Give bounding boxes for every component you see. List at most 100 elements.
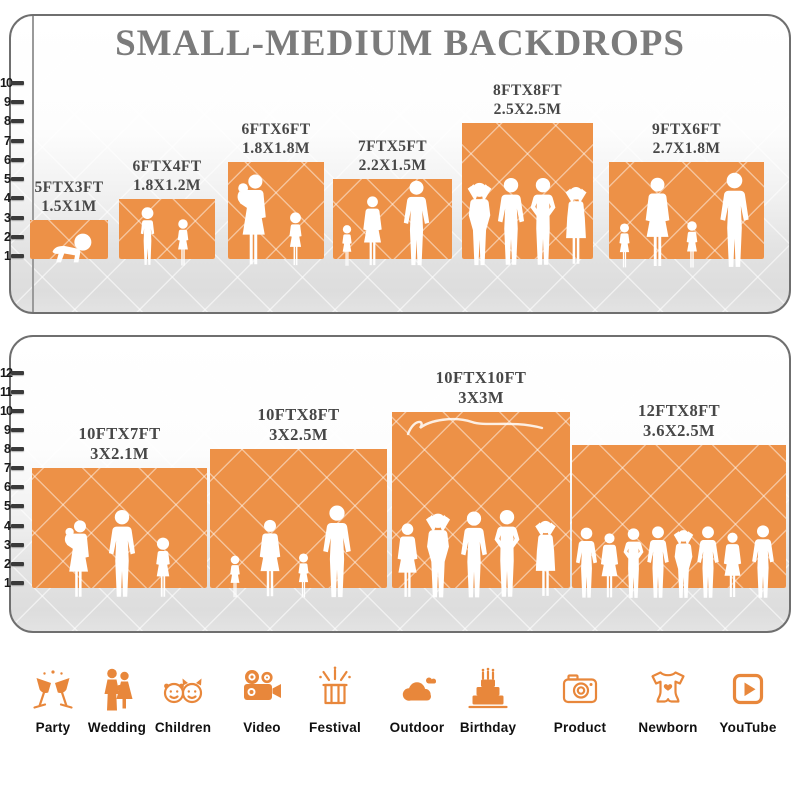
size-ft: 6FTX6FT xyxy=(241,121,311,138)
size-ft: 7FTX5FT xyxy=(357,138,428,155)
size-ft: 10FTX10FT xyxy=(435,368,527,387)
ruler-tick-row: 2 xyxy=(0,557,26,571)
ruler-number: 5 xyxy=(4,498,11,513)
silhouette-baby-crawling xyxy=(52,233,92,263)
ruler-tick xyxy=(11,100,24,104)
children-faces-icon xyxy=(163,678,203,704)
ruler-tick xyxy=(11,158,24,162)
category-party: Party xyxy=(8,666,98,735)
backdrop-size-label: 6FTX4FT 1.8X1.2M xyxy=(95,157,239,195)
ruler-tick xyxy=(11,139,24,143)
ruler-tick xyxy=(11,447,24,451)
backdrop-7ftx5ft: 7FTX5FT 2.2X1.5M xyxy=(333,138,452,266)
ruler-number: 8 xyxy=(4,441,11,456)
size-m: 1.5X1M xyxy=(41,198,97,215)
backdrop-canvas xyxy=(333,179,452,259)
ruler-axis-line xyxy=(32,16,34,312)
category-label: Product xyxy=(553,720,607,735)
ruler-tick-row: 1 xyxy=(0,249,26,263)
page-title: SMALL-MEDIUM BACKDROPS xyxy=(115,23,685,64)
video-camera-icon xyxy=(244,670,281,700)
script-flourish-decoration xyxy=(406,417,544,436)
backdrop-canvas xyxy=(119,199,215,259)
size-ft: 8FTX8FT xyxy=(492,82,563,99)
ruler-tick xyxy=(11,543,24,547)
backdrop-12ftx8ft: 12FTX8FT 3.6X2.5M xyxy=(572,401,786,598)
ruler-tick-row: 5 xyxy=(0,172,26,186)
category-newborn: Newborn xyxy=(623,666,713,735)
ruler-tick xyxy=(11,409,24,413)
ruler-tick xyxy=(11,196,24,200)
size-m: 2.2X1.5M xyxy=(358,157,427,174)
category-label: YouTube xyxy=(719,720,777,735)
ruler-tick-row: 10 xyxy=(0,404,26,418)
category-festival: Festival xyxy=(290,666,380,735)
category-label: Festival xyxy=(309,720,361,735)
size-m: 2.7X1.8M xyxy=(652,140,721,157)
ruler-number: 9 xyxy=(4,94,11,109)
ruler-tick-row: 4 xyxy=(0,191,26,205)
ruler-number: 8 xyxy=(4,113,11,128)
silhouette-four-adults xyxy=(467,177,587,266)
backdrop-size-label: 9FTX6FT 2.7X1.8M xyxy=(570,120,800,158)
party-glasses-icon xyxy=(33,670,73,709)
ruler-number: 7 xyxy=(4,133,11,148)
backdrop-size-label: 10FTX10FT 3X3M xyxy=(348,368,615,408)
ruler-tick xyxy=(11,485,24,489)
ruler-tick xyxy=(11,254,24,258)
ruler-tick xyxy=(11,581,24,585)
ruler-tick xyxy=(11,119,24,123)
size-ft: 10FTX8FT xyxy=(257,405,340,424)
size-ft: 9FTX6FT xyxy=(651,121,722,138)
backdrop-size-label: 7FTX5FT 2.2X1.5M xyxy=(303,137,482,175)
category-label: Party xyxy=(35,720,71,735)
backdrop-6ftx6ft: 6FTX6FT 1.8X1.8M xyxy=(228,121,324,266)
size-ft: 6FTX4FT xyxy=(132,158,202,175)
category-label: Outdoor xyxy=(389,720,445,735)
photo-camera-icon xyxy=(562,674,598,704)
ruler-tick xyxy=(11,371,24,375)
cloud-icon xyxy=(402,677,436,701)
ruler-tick-row: 3 xyxy=(0,211,26,225)
youtube-play-icon xyxy=(732,673,764,705)
silhouette-family-of-three xyxy=(64,509,170,597)
ruler-tick-row: 8 xyxy=(0,442,26,456)
ruler-tick-row: 9 xyxy=(0,423,26,437)
ruler-tick xyxy=(11,390,24,394)
backdrop-9ftx6ft: 9FTX6FT 2.7X1.8M xyxy=(609,121,764,268)
size-ft: 10FTX7FT xyxy=(78,424,161,443)
ruler-tick xyxy=(11,466,24,470)
backdrop-canvas xyxy=(228,162,324,259)
ruler-tick-row: 6 xyxy=(0,480,26,494)
category-label: Birthday xyxy=(459,720,517,735)
ruler-tick xyxy=(11,428,24,432)
silhouette-family-of-four xyxy=(230,505,351,598)
backdrop-10ftx7ft: 10FTX7FT 3X2.1M xyxy=(32,424,207,597)
backdrop-10ftx8ft: 10FTX8FT 3X2.5M xyxy=(210,405,387,598)
category-label: Newborn xyxy=(638,720,698,735)
category-video: Video xyxy=(217,666,307,735)
ruler-tick xyxy=(11,524,24,528)
backdrop-8ftx8ft: 8FTX8FT 2.5X2.5M xyxy=(462,82,593,266)
backdrop-size-label: 6FTX6FT 1.8X1.8M xyxy=(204,120,348,158)
ruler-tick-row: 12 xyxy=(0,366,26,380)
ruler-tick xyxy=(11,562,24,566)
ruler-tick-row: 7 xyxy=(0,461,26,475)
backdrop-size-label: 5FTX3FT 1.5X1M xyxy=(11,178,128,216)
ruler-tick-row: 10 xyxy=(0,76,26,90)
category-label: Video xyxy=(243,720,281,735)
ruler-tick xyxy=(11,81,24,85)
ruler-number: 1 xyxy=(4,248,11,263)
backdrop-5ftx3ft: 5FTX3FT 1.5X1M xyxy=(30,179,108,263)
size-m: 1.8X1.2M xyxy=(133,177,201,194)
birthday-cake-icon xyxy=(468,667,508,709)
ruler-tick xyxy=(11,216,24,220)
category-product: Product xyxy=(535,666,625,735)
wedding-couple-icon xyxy=(104,668,133,711)
gift-box-icon xyxy=(319,666,351,705)
backdrop-size-label: 12FTX8FT 3.6X2.5M xyxy=(519,401,800,441)
ruler-tick-row: 5 xyxy=(0,499,26,513)
ruler-number: 4 xyxy=(4,518,11,533)
size-ft: 12FTX8FT xyxy=(637,401,721,420)
ruler-tick-row: 2 xyxy=(0,230,26,244)
